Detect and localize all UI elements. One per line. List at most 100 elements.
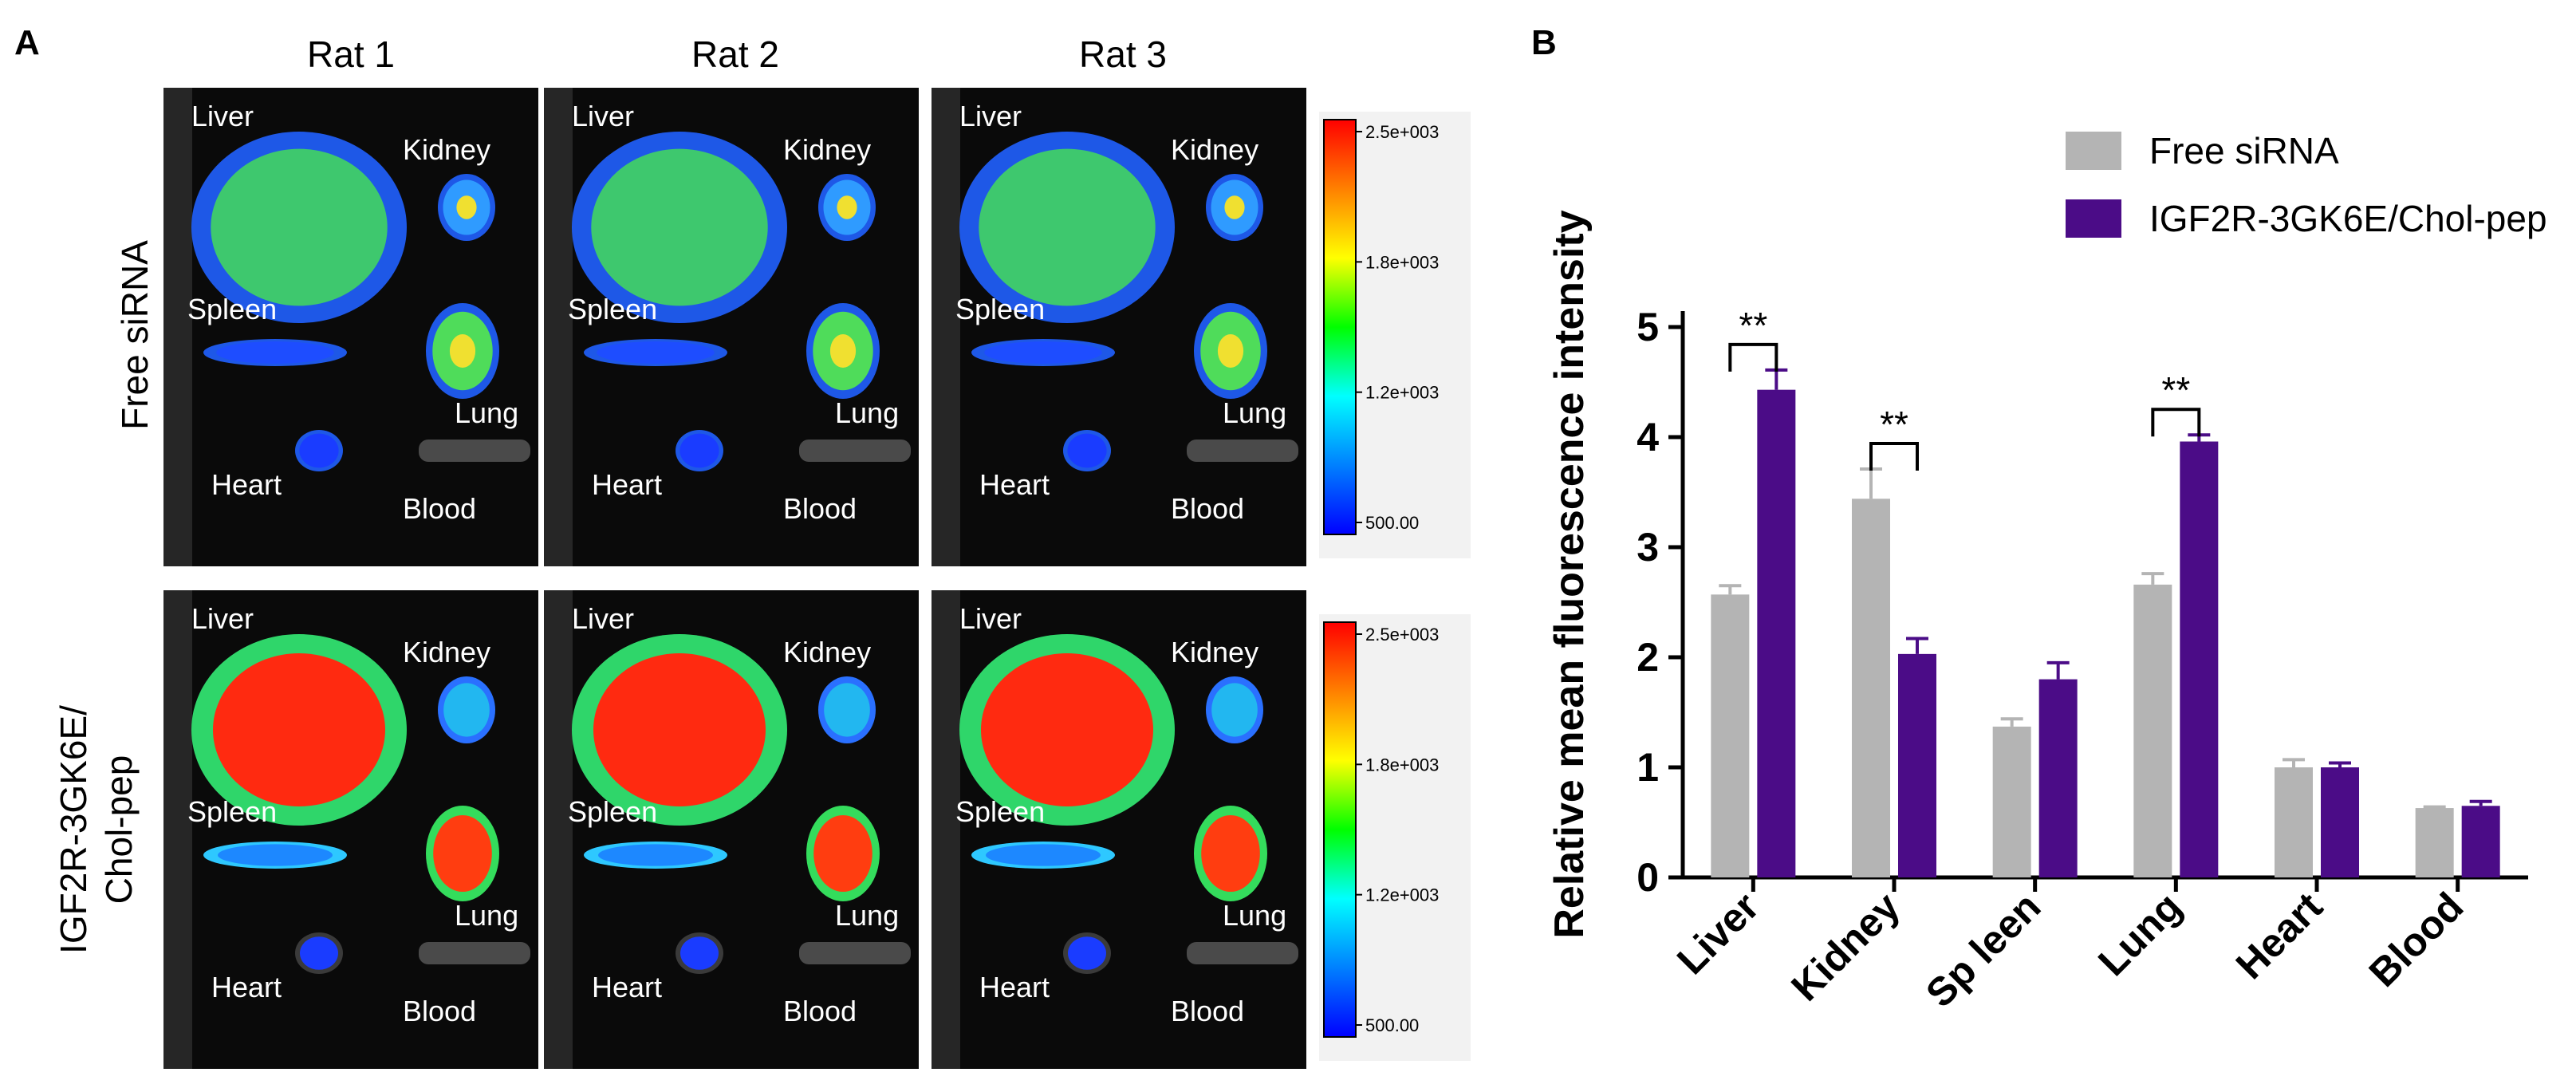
- bar-conjugate-3: [2180, 441, 2219, 877]
- panel-a: A Rat 1 Rat 2 Rat 3 Free siRNA IGF2R-3GK…: [14, 23, 1471, 1069]
- liver-label: Liver: [572, 100, 634, 132]
- heart-label: Heart: [211, 468, 282, 501]
- lung-label: Lung: [1223, 396, 1286, 429]
- ivis-image-r1-c2: Liver Kidney Spleen Lung Heart Blood: [544, 88, 919, 566]
- image-edge-shade: [163, 88, 192, 566]
- colorbar-tick-label: 2.5e+003: [1365, 122, 1439, 142]
- legend-label-conjugate: IGF2R-3GK6E/Chol-pep: [2149, 198, 2547, 239]
- lung-signal: [433, 815, 492, 892]
- heart-label: Heart: [592, 468, 662, 501]
- column-header-rat-3: Rat 3: [1079, 34, 1167, 75]
- column-header-rat-1: Rat 1: [307, 34, 395, 75]
- heart-signal: [1067, 433, 1107, 468]
- x-tick-label: Lung: [2090, 884, 2190, 984]
- heart-label: Heart: [211, 971, 282, 1003]
- panel-b-label: B: [1531, 23, 1557, 62]
- lung-signal-core: [829, 334, 857, 368]
- blood-label: Blood: [783, 492, 857, 525]
- heart-label: Heart: [979, 468, 1050, 501]
- blood-tube: [799, 942, 911, 964]
- blood-label: Blood: [1171, 492, 1244, 525]
- y-tick-label: 3: [1637, 525, 1659, 570]
- colorbar-tick-label: 1.2e+003: [1365, 383, 1439, 403]
- colorbar-tick-label: 1.8e+003: [1365, 755, 1439, 775]
- bar-free-sirna-1: [1852, 499, 1890, 877]
- image-edge-shade: [932, 88, 960, 566]
- blood-label: Blood: [1171, 995, 1244, 1027]
- ivis-image-r1-c1: Liver Kidney Spleen Lung Heart Blood: [163, 88, 538, 566]
- y-tick-label: 1: [1637, 745, 1659, 790]
- colorbar-1: 2.5e+003 1.8e+003 1.2e+003 500.00: [1319, 112, 1471, 558]
- spleen-label: Spleen: [568, 293, 657, 325]
- lung-signal: [813, 815, 872, 892]
- blood-label: Blood: [403, 492, 476, 525]
- legend-label-free-sirna: Free siRNA: [2149, 130, 2339, 171]
- spleen-signal: [216, 341, 334, 364]
- liver-label: Liver: [191, 100, 254, 132]
- panel-a-label: A: [14, 23, 40, 62]
- y-tick-label: 0: [1637, 855, 1659, 900]
- ivis-image-grid: Liver Kidney Spleen Lung Heart Blood Liver Kidn…: [163, 88, 1306, 1069]
- blood-tube: [419, 942, 530, 964]
- colorbar-tick-label: 500.00: [1365, 513, 1419, 533]
- significance-bracket: [1728, 342, 1778, 372]
- lung-label: Lung: [835, 396, 899, 429]
- spleen-signal: [218, 844, 333, 866]
- liver-signal: [211, 148, 388, 306]
- y-tick-label: 4: [1637, 415, 1659, 459]
- colorbars: 2.5e+003 1.8e+003 1.2e+003 500.00 2.5e+003 1.…: [1319, 112, 1471, 1061]
- liver-label: Liver: [959, 100, 1022, 132]
- kidney-signal-core: [456, 195, 477, 219]
- spleen-signal: [984, 341, 1102, 364]
- kidney-label: Kidney: [783, 133, 871, 166]
- image-edge-shade: [544, 590, 573, 1069]
- bar-conjugate-2: [2038, 679, 2078, 877]
- heart-signal: [680, 936, 719, 970]
- spleen-label: Spleen: [187, 293, 277, 325]
- liver-signal: [593, 653, 766, 806]
- x-tick-label: Sp leen: [1917, 884, 2049, 1015]
- heart-signal: [1068, 936, 1106, 970]
- heart-label: Heart: [592, 971, 662, 1003]
- bar-conjugate-1: [1898, 653, 1936, 877]
- blood-tube: [419, 440, 530, 462]
- lung-label: Lung: [1223, 899, 1286, 932]
- liver-label: Liver: [191, 602, 254, 635]
- lung-signal: [1201, 815, 1260, 892]
- legend-swatch-free-sirna: [2066, 132, 2121, 170]
- liver-signal: [591, 148, 768, 306]
- column-header-rat-2: Rat 2: [691, 34, 779, 75]
- x-tick-label: Liver: [1668, 884, 1767, 983]
- bar-conjugate-4: [2321, 767, 2359, 877]
- bar-chart: 0 1 2 3 4 5 Liver Kidney Sp leen Lung Heart Blood **…: [1637, 305, 2528, 1016]
- colorbar-tick-label: 2.5e+003: [1365, 625, 1439, 645]
- significance-label: **: [1739, 305, 1767, 346]
- row-label-conjugate-line-1: IGF2R-3GK6E/: [53, 705, 94, 954]
- bar-conjugate-0: [1757, 389, 1796, 877]
- ivis-image-r1-c3: Liver Kidney Spleen Lung Heart Blood: [932, 88, 1306, 566]
- spleen-label: Spleen: [187, 795, 277, 828]
- row-label-free-sirna: Free siRNA: [114, 240, 156, 430]
- x-tick-label: Kidney: [1782, 884, 1908, 1010]
- blood-label: Blood: [403, 995, 476, 1027]
- image-edge-shade: [544, 88, 573, 566]
- liver-label: Liver: [572, 602, 634, 635]
- kidney-label: Kidney: [1171, 133, 1258, 166]
- y-tick-label: 2: [1637, 635, 1659, 680]
- x-tick-label: Heart: [2227, 884, 2331, 987]
- liver-signal: [979, 148, 1156, 306]
- significance-bracket: [1869, 442, 1919, 471]
- image-edge-shade: [932, 590, 960, 1069]
- blood-tube: [1187, 942, 1298, 964]
- row-label-conjugate-line-2: Chol-pep: [98, 755, 140, 905]
- image-edge-shade: [163, 590, 192, 1069]
- spleen-signal: [597, 341, 715, 364]
- heart-signal: [300, 936, 338, 970]
- colorbar-tick-label: 500.00: [1365, 1015, 1419, 1035]
- significance-label: **: [2161, 369, 2190, 411]
- blood-tube: [799, 440, 911, 462]
- liver-signal: [213, 653, 385, 806]
- kidney-signal-core: [1224, 195, 1245, 219]
- lung-signal-core: [1217, 334, 1244, 368]
